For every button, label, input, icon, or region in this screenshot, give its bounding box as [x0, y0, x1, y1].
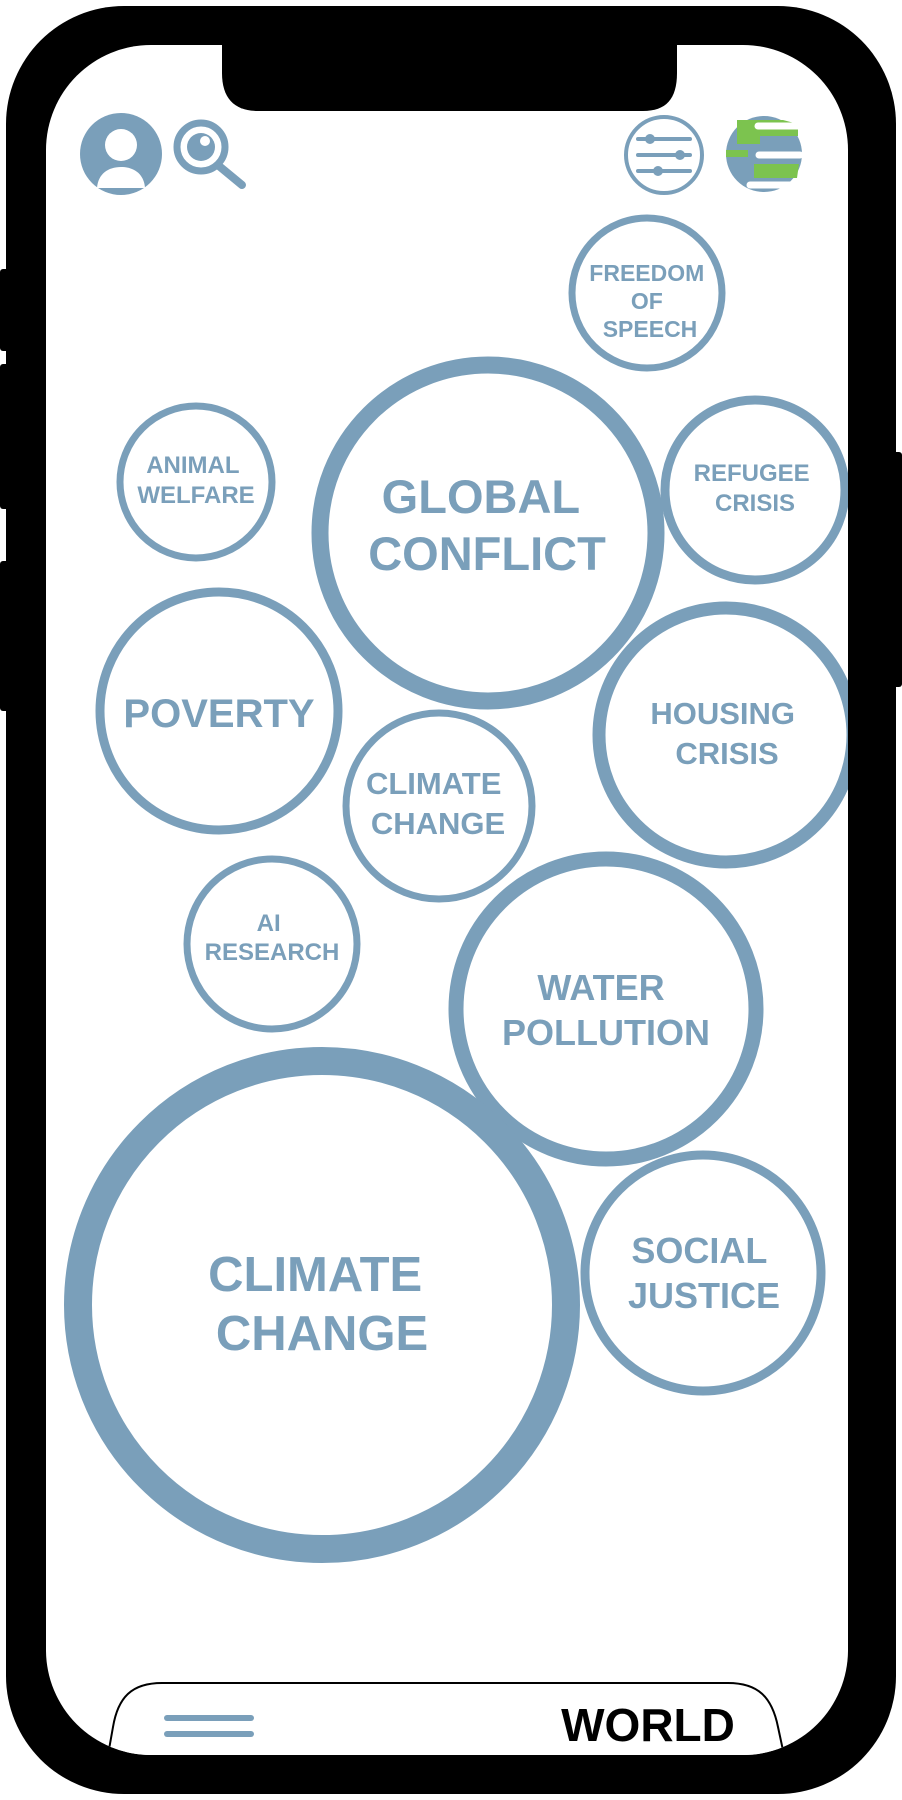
topic-label-line: WELFARE: [137, 482, 254, 509]
filter-slider-knob: [675, 150, 685, 160]
filter-icon-ring: [624, 115, 704, 195]
topic-label: AI RESEARCH: [205, 910, 340, 966]
topic-bubble-climate-change-small[interactable]: CLIMATE CHANGE: [342, 709, 536, 903]
topic-label: FREEDOM OF SPEECH: [589, 260, 710, 342]
search-icon-handle: [215, 162, 246, 189]
topic-label-line: CONFLICT: [368, 527, 606, 580]
topic-label-line: CHANGE: [216, 1307, 428, 1361]
topic-label: ANIMAL WELFARE: [137, 452, 254, 509]
world-tab[interactable]: WORLD: [561, 1699, 735, 1751]
topic-bubble-housing-crisis[interactable]: HOUSING CRISIS: [592, 601, 853, 869]
topic-label-line: HOUSING: [650, 696, 795, 731]
topic-label-line: RESEARCH: [205, 939, 340, 966]
search-icon-glass: [187, 133, 215, 161]
topic-bubble-circle: [311, 356, 665, 710]
topic-label-line: CLIMATE: [366, 766, 501, 801]
topic-label-line: CRISIS: [715, 490, 795, 517]
topic-bubble-circle: [568, 214, 726, 372]
topic-label-line: POVERTY: [123, 692, 314, 736]
profile-icon: [97, 129, 145, 188]
left-side-button-middle: [0, 364, 10, 509]
profile-button[interactable]: [80, 113, 162, 195]
filter-slider-knob: [645, 134, 655, 144]
search-icon-lens: [173, 119, 229, 175]
left-side-button-top: [0, 269, 10, 351]
topic-label-line: REFUGEE: [694, 460, 810, 487]
topic-label: HOUSING CRISIS: [650, 696, 803, 771]
topic-label-line: POLLUTION: [502, 1012, 710, 1053]
topic-label-line: WATER: [537, 967, 664, 1008]
topic-bubble-ai-research[interactable]: AI RESEARCH: [183, 855, 361, 1033]
topic-label-line: CLIMATE: [208, 1248, 422, 1302]
topic-label: WATER POLLUTION: [502, 967, 710, 1053]
topic-bubble-water-pollution[interactable]: WATER POLLUTION: [448, 851, 764, 1167]
globe-button[interactable]: [726, 116, 805, 192]
world-label: WORLD: [561, 1699, 735, 1751]
topic-label-line: SPEECH: [603, 316, 698, 342]
topic-label: SOCIAL JUSTICE: [628, 1230, 780, 1316]
hamburger-line: [164, 1715, 254, 1721]
left-side-button-bottom: [0, 561, 10, 711]
topic-label-line: OF: [631, 288, 663, 314]
topic-bubble-circle: [592, 601, 848, 869]
topic-label: CLIMATE CHANGE: [366, 766, 510, 841]
topic-bubbles: FREEDOM OF SPEECH GLOBAL CONFLICT ANIMAL…: [64, 214, 853, 1563]
search-button[interactable]: [173, 119, 246, 189]
topic-bubble-circle: [448, 851, 764, 1167]
topic-label-line: SOCIAL: [631, 1230, 766, 1271]
notch: [222, 45, 677, 111]
topic-label: REFUGEE CRISIS: [694, 460, 817, 517]
profile-icon-body: [97, 167, 145, 188]
filter-slider-knob: [653, 166, 663, 176]
right-side-button: [892, 452, 902, 687]
globe-icon-land: [754, 164, 799, 178]
bottom-bar: WORLD: [107, 1682, 785, 1755]
topic-label-line: GLOBAL: [382, 470, 580, 523]
topic-bubble-circle: [342, 709, 536, 903]
topic-label-line: CHANGE: [371, 806, 505, 841]
topic-bubble-refugee-crisis[interactable]: REFUGEE CRISIS: [660, 395, 848, 585]
topic-bubble-circle: [95, 587, 343, 835]
topic-bubble-circle: [116, 402, 276, 562]
menu-button-hit: [158, 1706, 254, 1752]
topic-bubble-global-conflict[interactable]: GLOBAL CONFLICT: [311, 356, 665, 710]
topic-label-line: FREEDOM: [589, 260, 704, 286]
filter-button[interactable]: [624, 115, 704, 195]
topic-label-line: AI: [257, 910, 281, 937]
filter-icon: [636, 134, 692, 176]
topic-label: GLOBAL CONFLICT: [368, 470, 606, 580]
topic-label: POVERTY: [123, 692, 314, 736]
topic-bubble-poverty[interactable]: POVERTY: [95, 587, 343, 835]
topic-label: CLIMATE CHANGE: [208, 1248, 436, 1361]
topic-label-line: CRISIS: [675, 736, 778, 771]
topic-bubble-freedom-of-speech[interactable]: FREEDOM OF SPEECH: [568, 214, 726, 372]
hamburger-icon: [164, 1715, 254, 1737]
topic-bubble-circle: [660, 395, 848, 585]
topic-bubble-social-justice[interactable]: SOCIAL JUSTICE: [580, 1150, 826, 1396]
topic-bubble-circle: [64, 1047, 580, 1563]
topic-bubble-animal-welfare[interactable]: ANIMAL WELFARE: [116, 402, 276, 562]
topic-label-line: JUSTICE: [628, 1275, 780, 1316]
globe-icon-land: [726, 150, 748, 157]
profile-icon-head: [105, 129, 137, 161]
topic-bubble-circle: [183, 855, 361, 1033]
topic-label-line: ANIMAL: [146, 452, 239, 479]
topic-bubble-climate-change-large[interactable]: CLIMATE CHANGE: [64, 1047, 580, 1563]
menu-button[interactable]: [158, 1706, 254, 1752]
search-icon-highlight: [200, 136, 210, 146]
hamburger-line: [164, 1731, 254, 1737]
bottom-bar-outline: [107, 1682, 785, 1755]
topic-bubble-circle: [580, 1150, 826, 1396]
